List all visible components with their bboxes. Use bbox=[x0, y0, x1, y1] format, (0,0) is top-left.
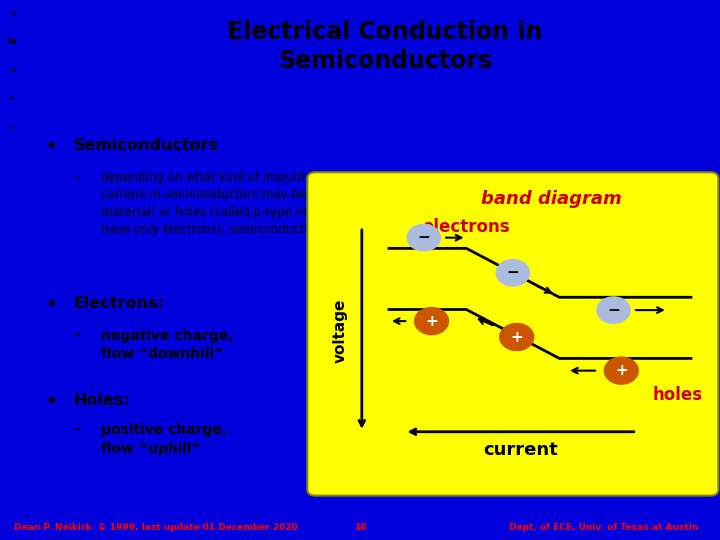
Text: •: • bbox=[46, 138, 58, 156]
FancyBboxPatch shape bbox=[307, 172, 719, 496]
Text: −: − bbox=[506, 265, 519, 280]
Circle shape bbox=[598, 297, 630, 323]
Text: ▼▲: ▼▲ bbox=[7, 39, 18, 45]
Text: Semiconductors: Semiconductors bbox=[73, 138, 219, 153]
Text: Electrons:: Electrons: bbox=[73, 296, 164, 310]
Text: ◄: ◄ bbox=[10, 10, 15, 16]
Text: ►: ► bbox=[10, 95, 15, 102]
Text: +: + bbox=[615, 363, 628, 378]
Circle shape bbox=[415, 308, 448, 334]
Circle shape bbox=[497, 260, 529, 286]
Text: ◄: ◄ bbox=[10, 67, 15, 73]
Text: Holes:: Holes: bbox=[73, 393, 130, 408]
Text: band diagram: band diagram bbox=[481, 190, 622, 208]
Text: positive charge,
flow “uphill”: positive charge, flow “uphill” bbox=[101, 423, 228, 456]
Circle shape bbox=[408, 225, 440, 251]
Text: −: − bbox=[607, 302, 620, 318]
Text: ⌂: ⌂ bbox=[10, 124, 14, 130]
Text: –: – bbox=[73, 329, 80, 342]
Circle shape bbox=[500, 324, 533, 350]
Text: •: • bbox=[46, 393, 58, 410]
Text: +: + bbox=[510, 329, 523, 345]
Text: +: + bbox=[426, 314, 438, 329]
Text: depending on what kind of impurities are incorporated, the charge
carriers in se: depending on what kind of impurities are… bbox=[101, 171, 523, 237]
Text: Dept. of ECE, Univ. of Texas at Austin: Dept. of ECE, Univ. of Texas at Austin bbox=[509, 523, 698, 532]
Text: –: – bbox=[73, 423, 80, 436]
Text: negative charge,
flow “downhill”: negative charge, flow “downhill” bbox=[101, 329, 233, 361]
Text: 18: 18 bbox=[354, 523, 366, 532]
Text: –: – bbox=[73, 171, 80, 184]
Text: •: • bbox=[46, 296, 58, 314]
Text: Electrical Conduction in
Semiconductors: Electrical Conduction in Semiconductors bbox=[227, 21, 543, 73]
Text: voltage: voltage bbox=[333, 299, 348, 363]
Circle shape bbox=[605, 358, 637, 383]
Text: current: current bbox=[483, 441, 558, 459]
Text: Dean P. Neikirk  © 1999, last update 01 December 2020: Dean P. Neikirk © 1999, last update 01 D… bbox=[14, 523, 298, 532]
Text: holes: holes bbox=[652, 386, 703, 404]
Text: −: − bbox=[418, 230, 430, 245]
Text: electrons: electrons bbox=[423, 218, 510, 236]
